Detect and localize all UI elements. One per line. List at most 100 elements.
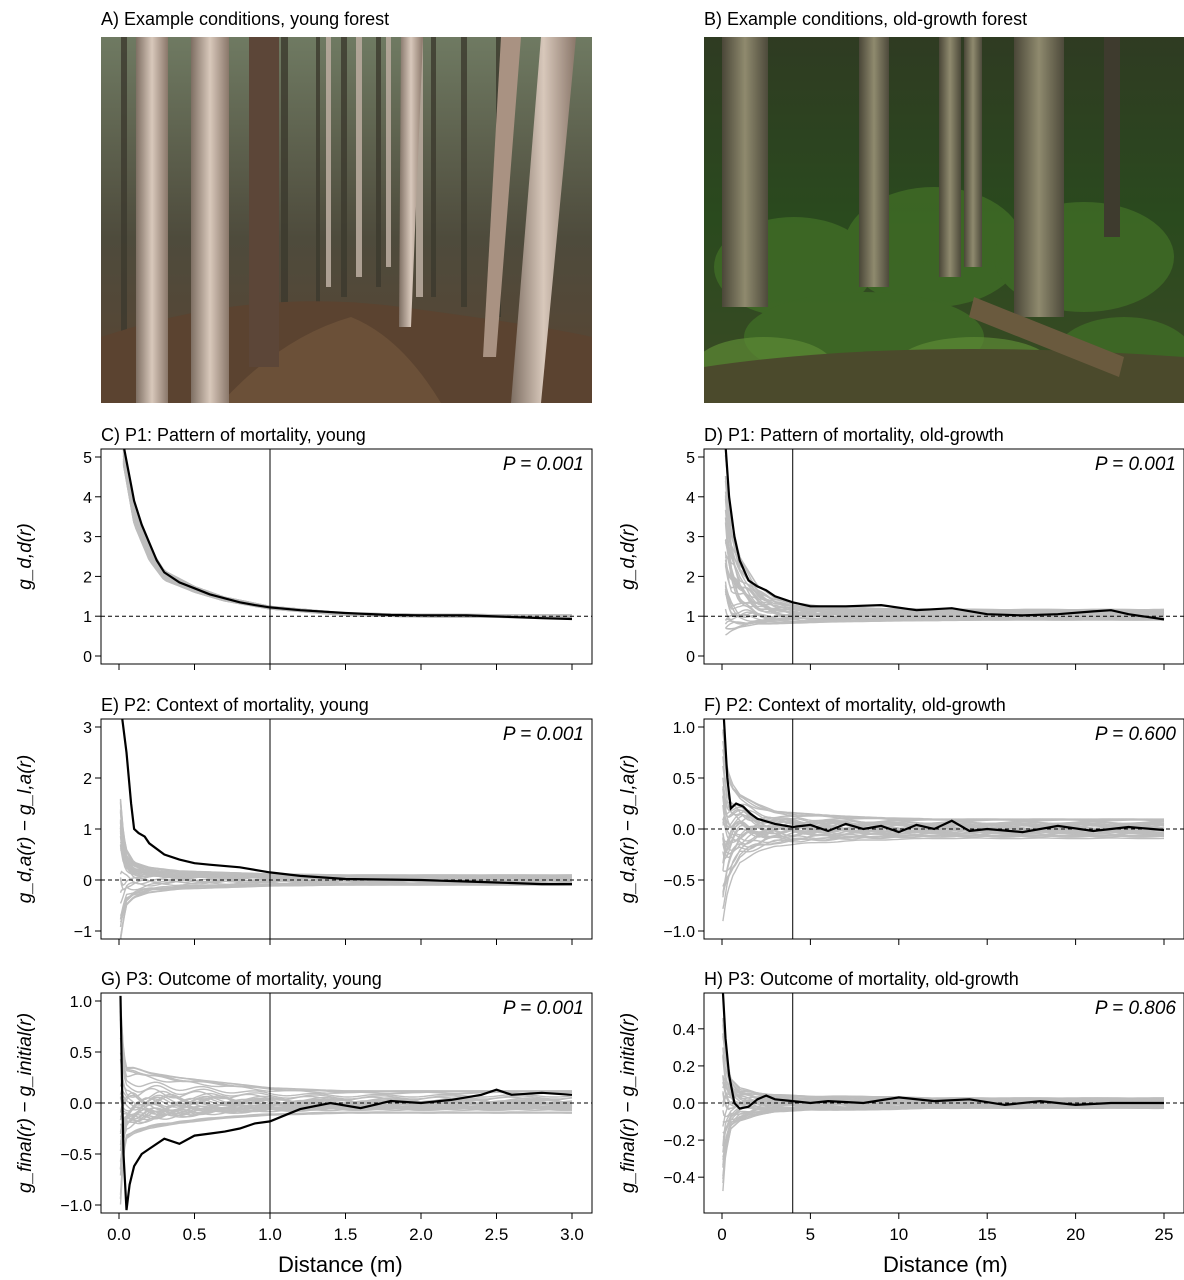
envelope-curve xyxy=(122,459,573,618)
observed-line xyxy=(123,449,573,621)
envelope-curve xyxy=(722,1107,1165,1184)
y-tick-label: 0.5 xyxy=(70,1045,92,1062)
y-axis-label: g_d,d(r) xyxy=(618,523,639,590)
envelope-curve xyxy=(725,521,1165,615)
observed-line xyxy=(121,719,572,886)
chart-panel-f: F) P2: Context of mortality, old-growth −… xyxy=(618,695,1184,945)
envelope-curve xyxy=(119,819,573,879)
envelope-curve xyxy=(119,827,573,879)
envelope-curve xyxy=(119,882,572,923)
chart-panel-e: E) P2: Context of mortality, young −1 0 1 2 3… xyxy=(15,695,593,945)
y-tick-label: 1 xyxy=(686,609,695,626)
envelope-curve xyxy=(724,497,1165,614)
envelope-curve xyxy=(122,461,572,618)
chart-panel-d: D) P1: Pattern of mortality, old-growth 0… xyxy=(618,425,1184,670)
envelope-curve xyxy=(119,803,573,877)
plot-frame xyxy=(100,448,593,665)
envelope-curve xyxy=(724,517,1165,616)
y-tick-label: 2 xyxy=(83,771,92,788)
y-tick-label: 4 xyxy=(83,490,92,507)
envelope-curve xyxy=(724,495,1165,613)
x-tick-label: 1.5 xyxy=(334,1225,358,1244)
envelope-curve xyxy=(122,461,573,618)
envelope-curve xyxy=(722,1033,1165,1101)
p-value-label: P = 0.806 xyxy=(1095,998,1177,1019)
envelope-curve xyxy=(724,475,1165,612)
chart-title: G) P3: Outcome of mortality, young xyxy=(101,969,382,989)
y-tick-label: 1.0 xyxy=(70,994,92,1011)
envelope-band xyxy=(119,798,573,939)
envelope-curve xyxy=(724,509,1165,616)
envelope-curve xyxy=(724,498,1165,614)
x-tick-label: 10 xyxy=(889,1225,908,1244)
envelope-curve xyxy=(122,458,572,618)
envelope-curve xyxy=(120,884,573,939)
y-tick-label: 0 xyxy=(83,649,92,666)
envelope-curve xyxy=(122,462,573,618)
envelope-curve xyxy=(119,1111,572,1199)
chart-panel-h: H) P3: Outcome of mortality, old-growth −… xyxy=(618,969,1184,1244)
envelope-curve xyxy=(119,1094,573,1121)
envelope-curve xyxy=(119,1052,573,1100)
photo-title-old-growth: B) Example conditions, old-growth forest xyxy=(704,9,1028,29)
envelope-curve xyxy=(119,1010,572,1093)
y-axis-label: g_final(r) − g_initial(r) xyxy=(15,1013,36,1193)
envelope-curve xyxy=(119,809,572,877)
y-tick-label: 0.0 xyxy=(673,822,695,839)
p-value-label: P = 0.001 xyxy=(503,724,584,745)
envelope-curve xyxy=(119,800,572,876)
observed-line xyxy=(724,449,1165,621)
y-tick-label: 1.0 xyxy=(673,720,695,737)
chart-title: E) P2: Context of mortality, young xyxy=(101,695,369,715)
envelope-curve xyxy=(122,461,572,618)
observed-line xyxy=(721,993,1164,1110)
y-tick-label: −0.4 xyxy=(663,1170,695,1187)
envelope-curve xyxy=(122,458,572,618)
envelope-curve xyxy=(122,461,573,618)
y-tick-label: 5 xyxy=(83,450,92,467)
envelope-curve xyxy=(119,826,573,879)
envelope-curve xyxy=(119,1011,573,1094)
envelope-curve xyxy=(119,884,572,939)
y-tick-label: 2 xyxy=(83,569,92,586)
x-tick-label: 2.5 xyxy=(485,1225,509,1244)
y-tick-label: 1 xyxy=(83,822,92,839)
envelope-curve xyxy=(119,828,573,878)
envelope-curve xyxy=(119,798,572,876)
observed-line xyxy=(119,995,573,1211)
envelope-curve xyxy=(119,1104,573,1133)
chart-title: H) P3: Outcome of mortality, old-growth xyxy=(704,969,1019,989)
p-value-label: P = 0.600 xyxy=(1095,724,1177,745)
p-value-label: P = 0.001 xyxy=(503,454,584,475)
y-tick-label: 0.5 xyxy=(673,771,695,788)
chart-title: F) P2: Context of mortality, old-growth xyxy=(704,695,1006,715)
p-value-label: P = 0.001 xyxy=(503,998,584,1019)
photo-title-young: A) Example conditions, young forest xyxy=(101,9,390,29)
envelope-curve xyxy=(722,832,1165,898)
observed-line xyxy=(722,719,1165,834)
envelope-curve xyxy=(119,1107,573,1176)
envelope-curve xyxy=(122,464,572,619)
y-tick-label: −1.0 xyxy=(60,1198,92,1215)
envelope-curve xyxy=(119,812,573,878)
envelope-curve xyxy=(122,454,573,617)
envelope-curve xyxy=(122,463,573,619)
envelope-curve xyxy=(722,832,1165,873)
x-axis-label-young: Distance (m) xyxy=(278,1252,403,1277)
x-tick-label: 1.0 xyxy=(258,1225,282,1244)
envelope-curve xyxy=(722,1107,1165,1192)
y-tick-label: −1 xyxy=(74,924,92,941)
envelope-curve xyxy=(722,1017,1164,1099)
y-axis-label: g_final(r) − g_initial(r) xyxy=(618,1013,639,1193)
y-tick-label: 0.4 xyxy=(673,1022,695,1039)
envelope-curve xyxy=(724,522,1164,616)
envelope-curve xyxy=(119,1004,572,1092)
plot-frame xyxy=(100,718,593,940)
envelope-curve xyxy=(722,1024,1165,1100)
envelope-curve xyxy=(122,455,573,618)
envelope-curve xyxy=(122,453,572,617)
y-tick-label: −0.5 xyxy=(663,873,695,890)
envelope-curve xyxy=(722,1106,1165,1180)
envelope-curve xyxy=(722,777,1165,826)
envelope-curve xyxy=(724,480,1165,613)
